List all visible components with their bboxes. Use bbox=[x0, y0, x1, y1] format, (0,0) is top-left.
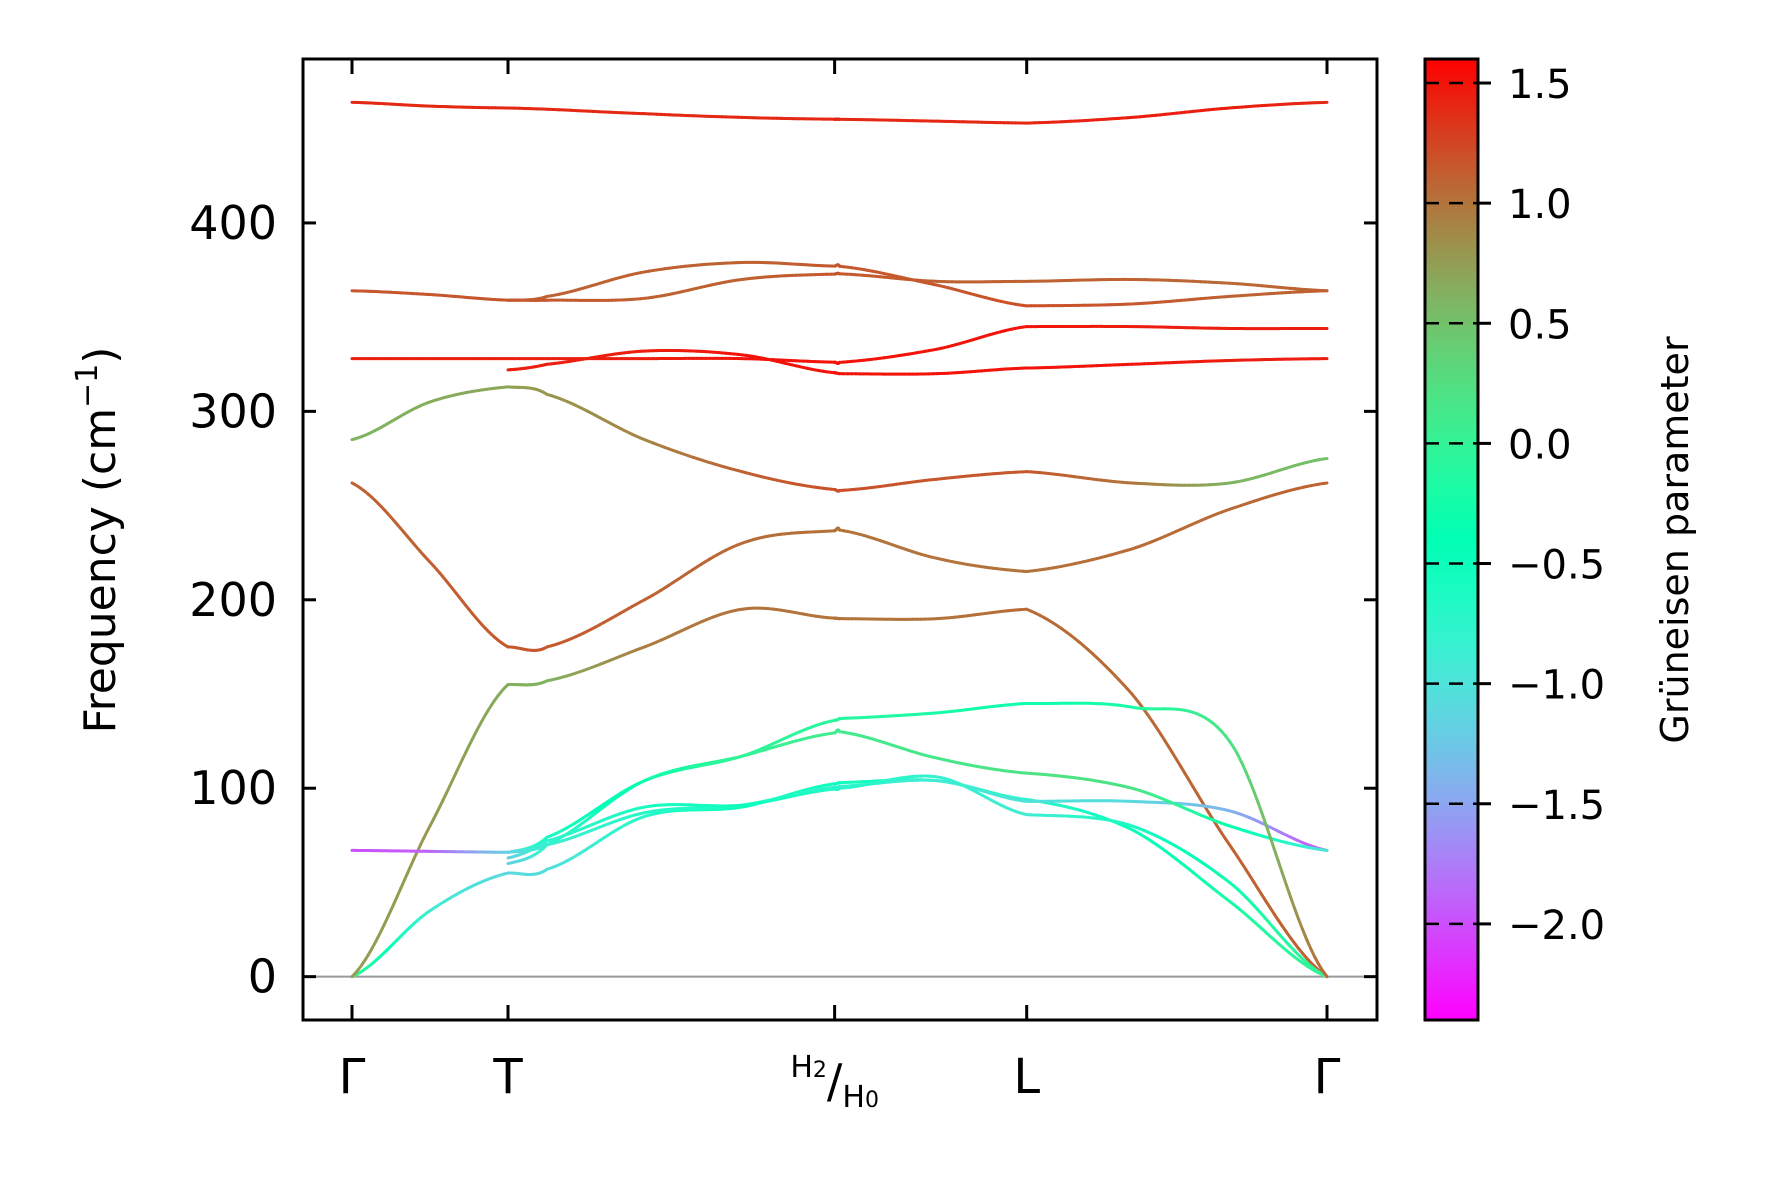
colorbar-tick-label: 1.5 bbox=[1508, 62, 1572, 108]
branch-stroke bbox=[1244, 769, 1252, 783]
band-7 bbox=[350, 481, 1329, 652]
colorbar-tick-label: −2.0 bbox=[1508, 903, 1605, 949]
branch-stroke bbox=[1276, 859, 1284, 875]
plot-frame bbox=[301, 57, 1379, 1022]
branch-stroke bbox=[1321, 456, 1329, 461]
band-2 bbox=[350, 606, 1329, 979]
colorbar-ticks: 1.5 1.0 0.5 0.0 −0.5 −1.0 −1.5 −2.0 bbox=[1425, 62, 1605, 949]
band-6 bbox=[506, 701, 1329, 979]
branch-stroke bbox=[1268, 835, 1276, 851]
branch-stroke bbox=[1260, 811, 1268, 827]
band-13 bbox=[350, 100, 1329, 125]
branch-stroke bbox=[1256, 800, 1264, 815]
branch-stroke bbox=[1240, 761, 1248, 773]
y-tick-label: 0 bbox=[248, 950, 277, 1004]
branch-stroke bbox=[1236, 752, 1244, 765]
band-10 bbox=[506, 348, 1329, 376]
branch-stroke bbox=[1301, 928, 1309, 941]
branch-stroke bbox=[1248, 779, 1256, 793]
y-tick-label: 300 bbox=[189, 384, 277, 438]
band-3 bbox=[350, 778, 1329, 854]
band-5 bbox=[506, 774, 1329, 979]
branch-stroke bbox=[1293, 906, 1301, 921]
band-9 bbox=[350, 324, 1329, 365]
branch-stroke bbox=[1264, 823, 1272, 839]
branch-stroke bbox=[1321, 481, 1329, 486]
branch-stroke bbox=[1288, 895, 1296, 910]
branch-stroke bbox=[1272, 847, 1280, 863]
y-tick-label: 100 bbox=[189, 761, 277, 815]
band-1 bbox=[350, 778, 1329, 979]
colorbar-tick-label: 0.5 bbox=[1508, 302, 1572, 348]
band-8 bbox=[350, 385, 1329, 493]
colorbar bbox=[1423, 57, 1480, 1022]
x-axis-ticks: Γ T H2/H0 L Γ bbox=[339, 59, 1341, 1115]
phonon-branches bbox=[350, 100, 1329, 979]
colorbar-tick-label: 1.0 bbox=[1508, 182, 1572, 228]
y-tick-label: 200 bbox=[189, 573, 277, 627]
x-tick-label: H2/H0 bbox=[790, 1050, 879, 1115]
band-12 bbox=[506, 260, 1329, 308]
band-11 bbox=[350, 271, 1329, 302]
branch-stroke bbox=[1305, 938, 1313, 951]
colorbar-tick-label: 0.0 bbox=[1508, 422, 1572, 468]
branch-stroke bbox=[1309, 947, 1317, 959]
x-tick-label: L bbox=[1013, 1049, 1040, 1105]
y-axis-ticks: 0 100 200 300 400 bbox=[189, 196, 1377, 1004]
y-tick-label: 400 bbox=[189, 196, 277, 250]
branch-stroke bbox=[1321, 848, 1329, 852]
colorbar-tick-label: −0.5 bbox=[1508, 543, 1605, 589]
colorbar-tick-label: −1.5 bbox=[1508, 783, 1605, 829]
branch-stroke bbox=[1284, 883, 1292, 899]
branch-stroke bbox=[1297, 917, 1305, 932]
colorbar-label: Grüneisen parameter bbox=[1653, 336, 1697, 744]
x-tick-label: T bbox=[492, 1049, 523, 1105]
band-4 bbox=[506, 728, 1329, 866]
branch-stroke bbox=[1280, 871, 1288, 887]
colorbar-tick-label: −1.0 bbox=[1508, 663, 1605, 709]
x-tick-label: Γ bbox=[1314, 1049, 1341, 1105]
branch-stroke bbox=[1252, 789, 1260, 804]
branch-stroke bbox=[1321, 969, 1329, 979]
x-tick-label: Γ bbox=[339, 1049, 366, 1105]
y-axis-label: Frequency (cm−1) bbox=[70, 347, 126, 734]
